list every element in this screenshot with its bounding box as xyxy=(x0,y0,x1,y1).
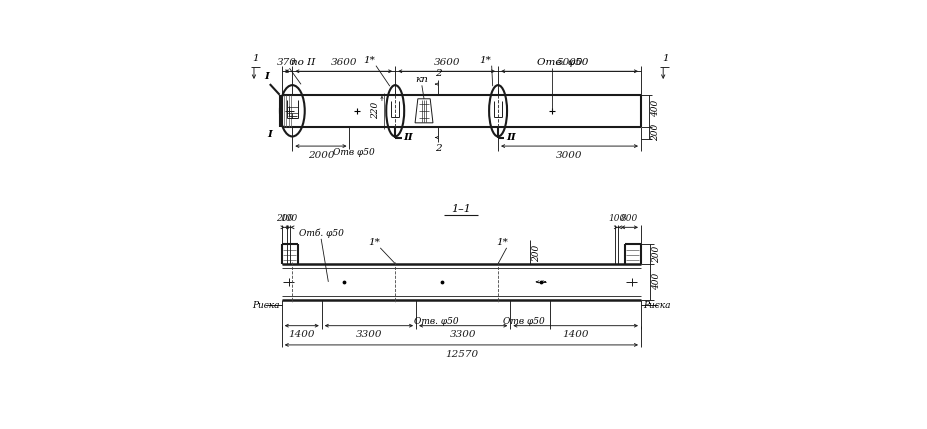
Text: кп: кп xyxy=(415,75,428,84)
Text: 1–1: 1–1 xyxy=(451,205,471,214)
Text: II: II xyxy=(506,133,515,142)
Text: 100: 100 xyxy=(608,214,626,224)
Text: 200: 200 xyxy=(651,124,660,142)
Text: 3600: 3600 xyxy=(331,58,357,67)
Text: 370: 370 xyxy=(277,58,297,67)
Text: Риска: Риска xyxy=(643,301,670,310)
Text: 3300: 3300 xyxy=(356,330,382,339)
Text: Отв φ50: Отв φ50 xyxy=(503,317,545,326)
Text: 2: 2 xyxy=(435,69,442,78)
Text: 1400: 1400 xyxy=(288,330,315,339)
Text: 1*: 1* xyxy=(363,56,375,65)
Text: Отв φ50: Отв φ50 xyxy=(333,148,375,157)
Text: 1*: 1* xyxy=(497,238,508,247)
Text: Отв. φ50: Отв. φ50 xyxy=(414,317,459,326)
Text: 3300: 3300 xyxy=(450,330,476,339)
Text: 400: 400 xyxy=(651,100,660,117)
Text: 200: 200 xyxy=(276,214,293,224)
Text: 12570: 12570 xyxy=(445,350,478,359)
Text: I: I xyxy=(264,72,269,81)
Text: Отб. φ50: Отб. φ50 xyxy=(298,229,344,238)
Text: 1400: 1400 xyxy=(563,330,589,339)
Text: Риска: Риска xyxy=(252,301,280,310)
Text: 1: 1 xyxy=(663,54,669,63)
Text: 800: 800 xyxy=(621,214,638,224)
Text: 2: 2 xyxy=(435,144,442,153)
Text: по II: по II xyxy=(291,58,315,67)
Text: Отв. φ50: Отв. φ50 xyxy=(537,58,588,67)
Text: 5000: 5000 xyxy=(556,58,583,67)
Text: 400: 400 xyxy=(653,273,662,290)
Text: II: II xyxy=(403,133,413,142)
Text: 2000: 2000 xyxy=(308,151,334,160)
Text: 3600: 3600 xyxy=(434,58,460,67)
Text: 200: 200 xyxy=(532,245,540,262)
Text: 1: 1 xyxy=(252,54,259,63)
Text: 3000: 3000 xyxy=(556,151,583,160)
Text: I: I xyxy=(267,130,273,139)
Text: 200: 200 xyxy=(653,245,662,263)
Text: 1*: 1* xyxy=(479,56,491,65)
Text: 1*: 1* xyxy=(368,238,380,247)
Text: 220: 220 xyxy=(371,102,380,119)
Text: 100: 100 xyxy=(280,214,298,224)
